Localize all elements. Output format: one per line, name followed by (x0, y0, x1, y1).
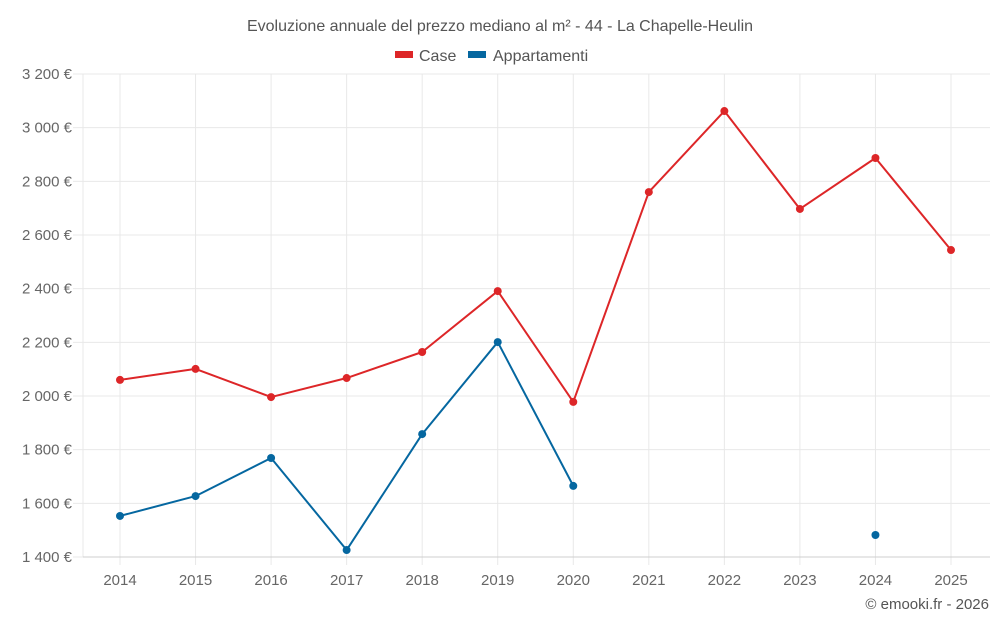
x-tick-label: 2016 (254, 572, 287, 589)
x-tick-label: 2021 (632, 572, 665, 589)
y-tick-label: 2 000 € (22, 388, 73, 405)
y-tick-label: 1 600 € (22, 495, 73, 512)
data-point-case-2018[interactable] (418, 347, 427, 356)
x-tick-label: 2025 (934, 572, 967, 589)
x-axis-labels: 2014 2015 2016 2017 2018 2019 2020 2021 2022 2023… (103, 572, 967, 589)
y-gridlines (73, 73, 990, 558)
data-point-appartamenti-2014[interactable] (116, 511, 124, 520)
x-tick-label: 2018 (405, 572, 438, 589)
legend: Case Appartamenti (395, 48, 588, 65)
y-tick-label: 2 400 € (22, 281, 73, 298)
data-point-case-2017[interactable] (342, 374, 351, 383)
y-tick-label: 1 400 € (22, 549, 73, 566)
series-layer (116, 107, 955, 555)
legend-label-case: Case (419, 48, 456, 65)
credit-text: © emooki.fr - 2026 (865, 596, 989, 613)
x-tick-label: 2019 (481, 572, 514, 589)
y-tick-label: 1 800 € (22, 442, 73, 459)
legend-label-appartamenti: Appartamenti (493, 48, 588, 65)
data-point-case-2014[interactable] (116, 375, 124, 384)
data-point-appartamenti-2015[interactable] (191, 492, 200, 501)
data-point-appartamenti-2024[interactable] (871, 530, 880, 539)
data-point-case-2023[interactable] (795, 204, 804, 213)
x-gridlines (119, 74, 952, 565)
series-line-case (119, 110, 952, 403)
data-point-appartamenti-2018[interactable] (418, 430, 427, 439)
y-axis-labels: 1 400 € 1 600 € 1 800 € 2 000 € 2 200 € 2 400… (22, 66, 73, 566)
data-point-appartamenti-2020[interactable] (569, 481, 578, 490)
legend-item-case[interactable]: Case (395, 48, 456, 65)
y-tick-label: 2 600 € (22, 227, 73, 244)
legend-swatch-appartamenti (468, 51, 486, 58)
series-case (116, 107, 955, 406)
x-tick-label: 2017 (330, 572, 363, 589)
x-tick-label: 2014 (103, 572, 136, 589)
data-point-case-2021[interactable] (644, 188, 653, 197)
data-point-case-2025[interactable] (947, 246, 955, 255)
data-point-case-2022[interactable] (720, 107, 729, 116)
data-point-case-2019[interactable] (493, 287, 502, 296)
series-appartamenti (116, 338, 880, 555)
data-point-appartamenti-2019[interactable] (493, 338, 502, 347)
legend-swatch-case (395, 51, 413, 58)
y-tick-label: 3 000 € (22, 120, 73, 137)
x-tick-label: 2015 (179, 572, 212, 589)
x-tick-label: 2020 (557, 572, 590, 589)
chart-title: Evoluzione annuale del prezzo mediano al… (247, 18, 753, 35)
legend-item-appartamenti[interactable]: Appartamenti (468, 48, 588, 65)
data-point-case-2024[interactable] (871, 153, 880, 162)
data-point-appartamenti-2016[interactable] (267, 453, 276, 462)
x-tick-label: 2022 (708, 572, 741, 589)
y-tick-label: 3 200 € (22, 66, 73, 83)
data-point-case-2015[interactable] (191, 364, 200, 373)
data-point-appartamenti-2017[interactable] (342, 546, 351, 555)
y-tick-label: 2 200 € (22, 334, 73, 351)
data-point-case-2020[interactable] (569, 397, 578, 406)
y-tick-label: 2 800 € (22, 173, 73, 190)
data-point-case-2016[interactable] (267, 393, 276, 402)
x-tick-label: 2024 (859, 572, 892, 589)
x-tick-label: 2023 (783, 572, 816, 589)
